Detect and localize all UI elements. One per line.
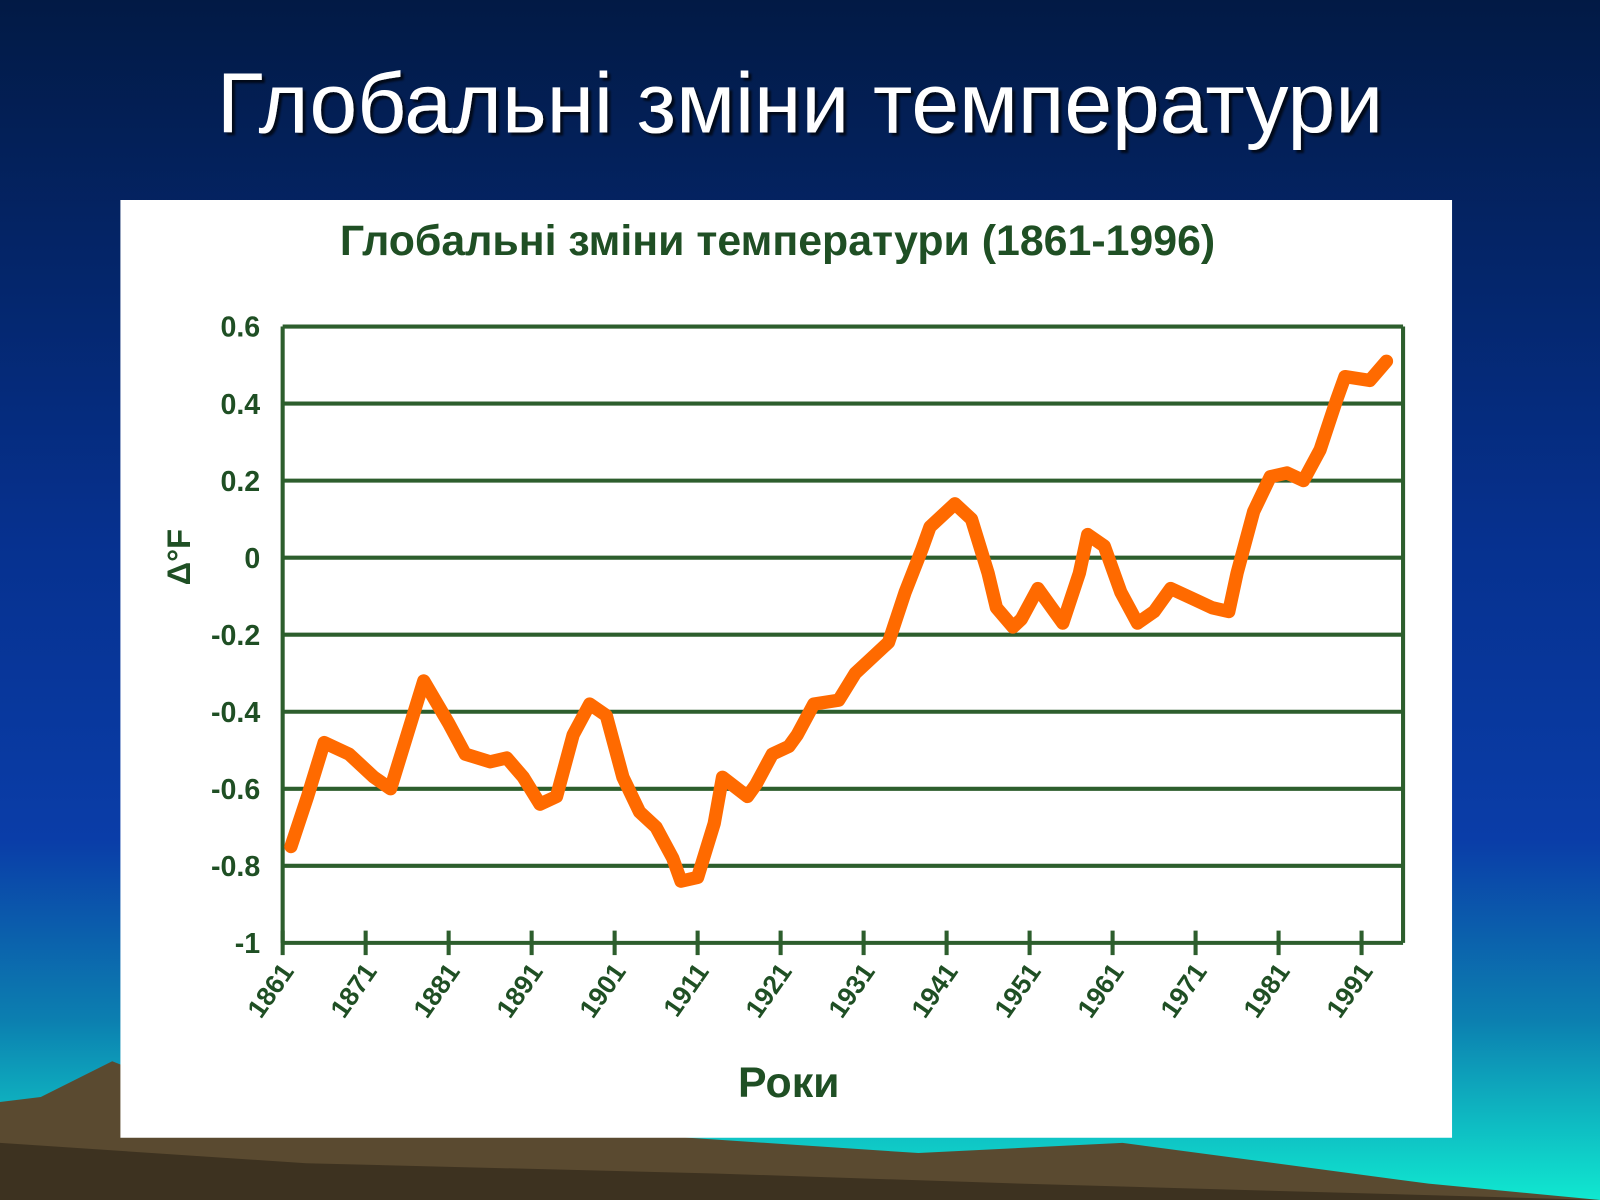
chart-panel xyxy=(120,200,1453,1138)
y-axis-label: Δ°F xyxy=(160,529,197,585)
mountains-shadow xyxy=(0,1142,1600,1200)
y-tick-label: 0.2 xyxy=(220,466,260,498)
y-tick-label: 0 xyxy=(244,543,260,575)
y-tick-label: -0.2 xyxy=(211,620,260,652)
mountains xyxy=(0,1061,1600,1200)
x-axis-label: Роки xyxy=(738,1059,839,1107)
y-tick-label: -0.6 xyxy=(211,774,260,806)
data-line xyxy=(284,354,1394,888)
y-tick-label: 0.6 xyxy=(220,312,260,344)
slide-title: Глобальні зміни температури xyxy=(217,56,1383,152)
y-tick-label: -1 xyxy=(235,928,261,960)
y-tick-label: 0.4 xyxy=(220,389,260,421)
chart-title: Глобальні зміни температури (1861-1996) xyxy=(340,217,1215,265)
y-tick-label: -0.8 xyxy=(211,851,260,883)
y-tick-label: -0.4 xyxy=(211,697,260,729)
